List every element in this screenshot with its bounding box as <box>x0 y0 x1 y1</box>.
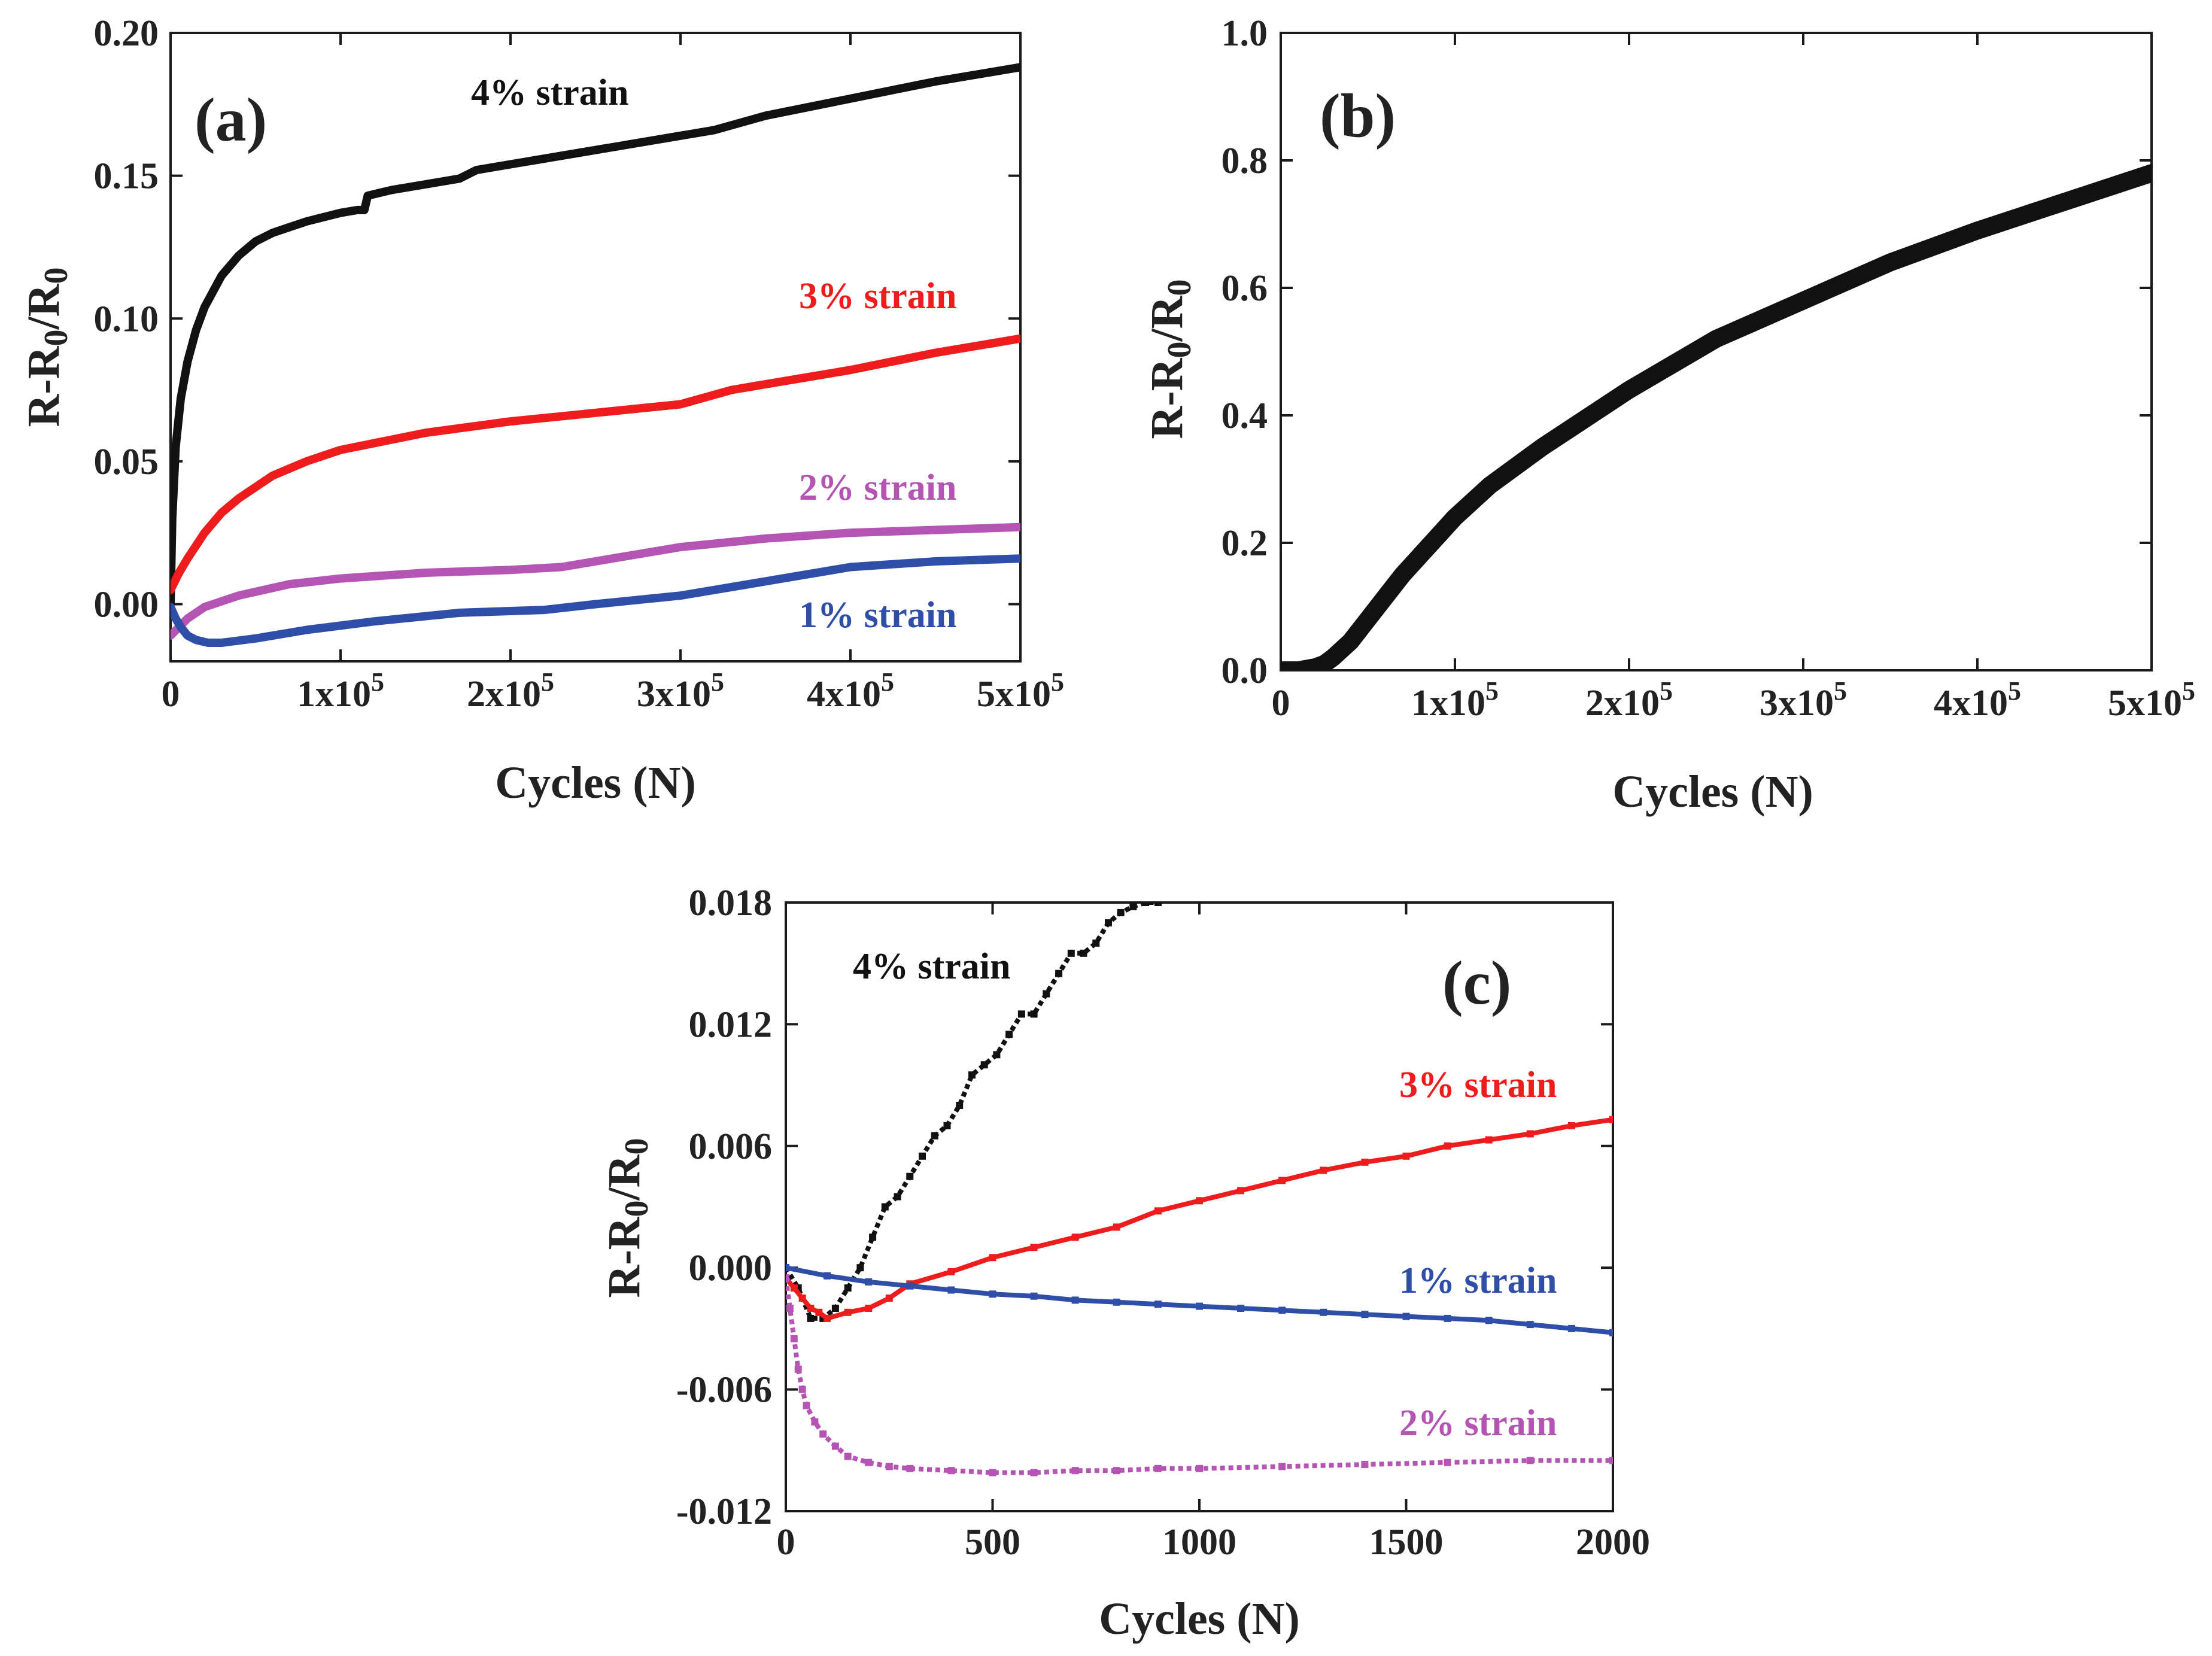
panel-b-ytick-label: 0.6 <box>1222 268 1268 309</box>
panel-b-xtick-label: 0 <box>1272 683 1290 724</box>
panel-b-xtick-label: 1x105 <box>1411 676 1499 724</box>
panel-a-ylabel: R-R0/R0 <box>19 267 75 427</box>
panel-b-ytick-label: 0.8 <box>1222 141 1268 181</box>
panel-a-series <box>171 67 1020 643</box>
panel-c-xtick-label: 1000 <box>1162 1522 1236 1563</box>
panel-a-ytick-label: 0.05 <box>94 442 159 482</box>
panel-a-label: (a) <box>195 86 267 154</box>
panel-b-series-resistance-change <box>1281 173 2152 670</box>
panel-a-chart: 0 1x105 2x105 3x105 4x105 5x105 0.00 0.05 0.10 0.… <box>19 13 1064 808</box>
panel-b-ytick-label: 1.0 <box>1222 13 1268 54</box>
panel-b-xtick-label: 4x105 <box>1934 676 2021 724</box>
panel-a-xtick-label: 3x105 <box>637 667 724 715</box>
panel-c-chart: 0 500 1000 1500 2000 -0.012 -0.006 0.000 0.006 0.… <box>599 883 1650 1644</box>
panel-c-ylabel: R-R0/R0 <box>599 1138 655 1298</box>
panel-a-xtick-label: 0 <box>162 674 180 715</box>
panel-b-ytick-label: 0.4 <box>1222 396 1268 436</box>
panel-b-xtick-label: 2x105 <box>1585 676 1673 724</box>
panel-c-ytick-label: 0.000 <box>689 1248 773 1289</box>
panel-a-ytick-label: 0.00 <box>94 585 159 625</box>
panel-b-xtick-label: 3x105 <box>1760 676 1847 724</box>
panel-c-annot-3pct: 3% strain <box>1399 1065 1557 1105</box>
panel-c-xtick-label: 1500 <box>1369 1522 1444 1563</box>
panel-a-annot-4pct: 4% strain <box>471 72 629 113</box>
panel-b-xlabel: Cycles (N) <box>1612 767 1813 817</box>
panel-b-label: (b) <box>1320 81 1396 150</box>
panel-c-ytick-label: 0.006 <box>689 1126 773 1167</box>
panel-c-annot-2pct: 2% strain <box>1399 1403 1557 1444</box>
panel-c-point <box>1609 1457 1617 1464</box>
panel-a-xtick-label: 4x105 <box>807 667 894 715</box>
panel-a-series-3-strain <box>171 339 1020 590</box>
panel-c-label: (c) <box>1442 949 1511 1017</box>
panel-a-xtick-label: 2x105 <box>467 667 554 715</box>
panel-c-xlabel: Cycles (N) <box>1099 1594 1300 1644</box>
panel-b-ylabel: R-R0/R0 <box>1142 279 1198 439</box>
panel-a-annot-2pct: 2% strain <box>799 467 957 508</box>
panel-a-ytick-label: 0.20 <box>94 13 159 54</box>
panel-c-ytick-label: -0.012 <box>676 1491 772 1532</box>
panel-c-xtick-label: 2000 <box>1576 1522 1650 1563</box>
panel-a-xtick-label: 5x105 <box>977 667 1064 715</box>
panel-b-chart: 0 1x105 2x105 3x105 4x105 5x105 0.0 0.2 0.4 0.6 0.… <box>1142 13 2195 817</box>
panel-a-series-clip <box>171 67 1020 643</box>
panel-c-annot-4pct: 4% strain <box>853 946 1011 987</box>
panel-b-ytick-label: 0.2 <box>1222 523 1268 564</box>
panel-a-ytick-label: 0.15 <box>94 156 159 197</box>
panel-b-series-clip <box>1281 173 2152 670</box>
panel-c-xtick-label: 500 <box>965 1522 1020 1563</box>
panel-c-annot-1pct: 1% strain <box>1399 1260 1557 1301</box>
panel-a-xtick-label: 1x105 <box>297 667 384 715</box>
panel-a-series-4-strain <box>171 67 1020 604</box>
panel-a-ytick-label: 0.10 <box>94 299 159 339</box>
panel-c-xtick-label: 0 <box>777 1522 795 1563</box>
panel-a-annot-1pct: 1% strain <box>799 595 957 636</box>
panel-c-ytick-label: 0.018 <box>689 883 773 923</box>
figure: 0 1x105 2x105 3x105 4x105 5x1050.000.050.100.… <box>0 0 2212 1656</box>
panel-a-annot-3pct: 3% strain <box>799 276 957 317</box>
panel-c-ytick-label: 0.012 <box>689 1004 773 1045</box>
panel-c-ytick-label: -0.006 <box>676 1370 772 1411</box>
panel-a-xlabel: Cycles (N) <box>495 758 696 808</box>
panel-b-ytick-label: 0.0 <box>1222 651 1268 691</box>
panel-b-series <box>1281 173 2152 670</box>
panel-b-xtick-label: 5x105 <box>2108 676 2195 724</box>
